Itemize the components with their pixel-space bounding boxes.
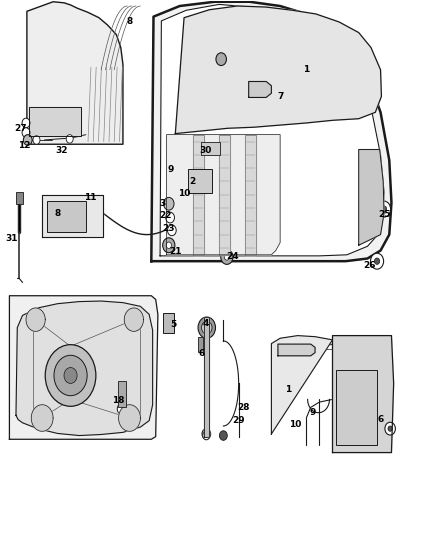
Circle shape: [340, 389, 351, 401]
Text: 9: 9: [310, 408, 316, 417]
Text: 10: 10: [178, 189, 190, 198]
Bar: [198, 337, 203, 352]
Text: 6: 6: [378, 415, 384, 424]
Text: 4: 4: [203, 319, 209, 328]
Polygon shape: [278, 344, 315, 356]
Circle shape: [381, 206, 387, 212]
Circle shape: [22, 118, 30, 128]
Text: 26: 26: [364, 261, 376, 270]
Polygon shape: [204, 317, 209, 437]
Text: 24: 24: [226, 253, 238, 261]
Polygon shape: [16, 301, 152, 435]
Circle shape: [166, 212, 174, 223]
Circle shape: [201, 321, 212, 334]
Circle shape: [61, 204, 70, 214]
Circle shape: [54, 356, 87, 395]
Circle shape: [374, 258, 380, 264]
Circle shape: [221, 249, 233, 264]
Circle shape: [23, 135, 32, 146]
Text: 22: 22: [159, 212, 172, 221]
Text: 7: 7: [277, 92, 283, 101]
Circle shape: [216, 53, 226, 66]
Text: 28: 28: [237, 403, 249, 412]
Circle shape: [117, 403, 126, 414]
Text: 1: 1: [285, 385, 291, 394]
Text: 29: 29: [232, 416, 245, 425]
Text: 2: 2: [190, 177, 196, 186]
Circle shape: [167, 225, 176, 236]
Text: 5: 5: [170, 320, 176, 329]
Polygon shape: [151, 2, 392, 261]
Text: 3: 3: [159, 199, 166, 208]
Circle shape: [33, 136, 40, 144]
Text: 12: 12: [18, 141, 31, 150]
Polygon shape: [119, 405, 141, 431]
Circle shape: [66, 135, 73, 143]
Text: 1: 1: [303, 66, 310, 74]
Polygon shape: [219, 135, 230, 255]
Polygon shape: [124, 308, 144, 332]
Text: 11: 11: [84, 193, 96, 202]
Polygon shape: [29, 107, 81, 136]
Polygon shape: [10, 296, 158, 439]
Polygon shape: [249, 82, 272, 98]
Text: 6: 6: [198, 349, 205, 358]
Text: 9: 9: [168, 165, 174, 174]
Circle shape: [388, 426, 392, 431]
Circle shape: [202, 429, 211, 439]
Circle shape: [22, 128, 30, 138]
Polygon shape: [359, 150, 384, 245]
Polygon shape: [27, 2, 123, 144]
Polygon shape: [332, 336, 394, 453]
Bar: [201, 142, 220, 155]
Bar: [336, 370, 378, 445]
Text: 8: 8: [54, 209, 60, 218]
Polygon shape: [193, 135, 204, 255]
Polygon shape: [160, 4, 384, 256]
Circle shape: [373, 221, 381, 232]
Circle shape: [71, 204, 79, 214]
Circle shape: [198, 317, 215, 338]
Circle shape: [163, 197, 174, 210]
Circle shape: [162, 238, 175, 253]
Circle shape: [359, 395, 367, 406]
Text: 31: 31: [5, 234, 18, 243]
Polygon shape: [166, 135, 280, 255]
Text: 25: 25: [379, 210, 391, 219]
Circle shape: [166, 242, 171, 248]
Circle shape: [64, 368, 77, 383]
Bar: [46, 201, 86, 232]
Polygon shape: [31, 405, 53, 431]
Text: 30: 30: [200, 146, 212, 155]
Polygon shape: [26, 308, 45, 332]
Bar: [188, 169, 212, 193]
Text: 18: 18: [112, 397, 125, 406]
Circle shape: [372, 197, 382, 210]
Circle shape: [45, 345, 96, 406]
Bar: [118, 381, 126, 407]
Text: 21: 21: [169, 247, 182, 256]
Bar: [163, 313, 174, 333]
Text: 32: 32: [56, 146, 68, 155]
Text: 23: 23: [162, 224, 175, 233]
Circle shape: [385, 422, 396, 435]
Text: 10: 10: [289, 421, 302, 430]
Circle shape: [203, 431, 210, 440]
Polygon shape: [175, 6, 381, 134]
Bar: [16, 192, 22, 204]
Circle shape: [378, 201, 391, 217]
Text: 8: 8: [127, 18, 133, 27]
Polygon shape: [42, 195, 103, 237]
Polygon shape: [272, 336, 332, 434]
Circle shape: [219, 431, 227, 440]
Circle shape: [204, 319, 209, 326]
Circle shape: [224, 254, 230, 260]
Circle shape: [371, 253, 384, 269]
Text: 27: 27: [14, 124, 27, 133]
Polygon shape: [245, 135, 256, 255]
